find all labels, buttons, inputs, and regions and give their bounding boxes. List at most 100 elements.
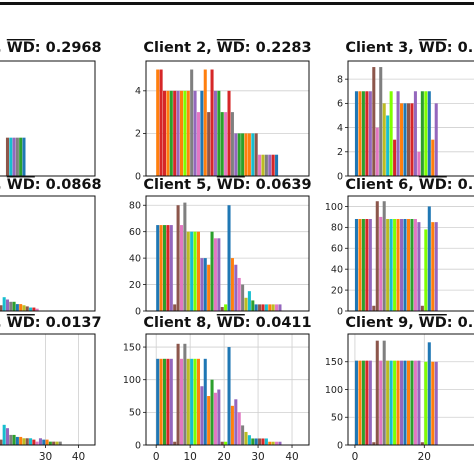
histogram-bar — [382, 340, 386, 445]
title-client-label: Client 7, — [0, 315, 7, 331]
title-client-label: Client 2, — [143, 40, 216, 56]
histogram-bar — [48, 441, 52, 445]
histogram-bar — [176, 90, 180, 176]
histogram-bar — [200, 258, 204, 311]
histogram-bar — [12, 434, 16, 445]
histogram-bar — [413, 91, 417, 176]
histogram-bar — [190, 69, 194, 176]
panel-title: Client 3, WD: 0.2196 — [345, 40, 474, 56]
y-tick-label: 150 — [325, 357, 343, 368]
histogram-bar — [237, 133, 241, 176]
histogram-bar — [427, 342, 431, 445]
histogram-bar — [203, 69, 207, 176]
histogram-bar — [358, 219, 362, 311]
x-tick-label: 20 — [217, 451, 230, 463]
histogram-bar — [9, 137, 13, 176]
histogram-bar — [386, 360, 390, 445]
y-tick-label: 4 — [337, 123, 343, 134]
histogram-bar — [241, 133, 245, 176]
histogram-bar — [220, 307, 224, 311]
histogram-bar — [176, 343, 180, 445]
title-wd-value: : 0.0411 — [245, 315, 312, 331]
histogram-bar — [200, 386, 204, 445]
histogram-bar — [241, 425, 245, 445]
title-wd-symbol: WD — [7, 40, 35, 56]
histogram-bar — [365, 360, 369, 445]
histogram-bar — [396, 219, 400, 311]
histogram-bar — [156, 358, 160, 445]
histogram-bar — [213, 392, 217, 445]
client-panel: Client 1, WD: 0.2968 — [0, 40, 102, 177]
histogram-bar — [410, 360, 414, 445]
y-tick-label: 40 — [331, 264, 343, 275]
histogram-bar — [365, 91, 369, 176]
histogram-bar — [15, 137, 19, 176]
histogram-bar — [237, 277, 241, 311]
histogram-bar — [159, 69, 163, 176]
histogram-bar — [230, 258, 234, 311]
histogram-bar — [9, 301, 13, 311]
histogram-bar — [52, 441, 56, 445]
histogram-bar — [251, 300, 255, 311]
histogram-bar — [413, 360, 417, 445]
title-wd-symbol: WD — [7, 315, 35, 331]
y-tick-label: 60 — [129, 227, 141, 238]
title-wd-symbol: WD — [419, 315, 447, 331]
x-tick-label: 0 — [352, 451, 359, 463]
client-panel: 0 2 4 6 8 Client 3, WD: 0.2196 — [337, 40, 474, 182]
histogram-bar — [424, 229, 428, 311]
histogram-bar — [15, 304, 19, 311]
histogram-bar — [0, 305, 3, 311]
histogram-bar — [389, 91, 393, 176]
histogram-bar — [271, 154, 275, 176]
histogram-bar — [372, 67, 376, 176]
histogram-bar — [9, 434, 13, 445]
histogram-bar — [396, 91, 400, 176]
histogram-bar — [156, 225, 160, 311]
histogram-bar — [258, 154, 262, 176]
histogram-bar — [258, 304, 262, 311]
histogram-bar — [261, 304, 265, 311]
histogram-bar — [354, 219, 358, 311]
y-tick-label: 2 — [337, 147, 343, 158]
histogram-bar — [358, 91, 362, 176]
histogram-bar — [237, 412, 241, 445]
histogram-bar — [217, 389, 221, 445]
histogram-bar — [176, 205, 180, 311]
histogram-bar — [427, 91, 431, 176]
histogram-bar — [25, 306, 29, 311]
histogram-bar — [159, 358, 163, 445]
client-panel: Client 4, WD: 0.0868 — [0, 177, 102, 312]
y-tick-label: 50 — [129, 408, 141, 419]
histogram-bar — [372, 305, 376, 311]
histogram-bar — [379, 216, 383, 311]
histogram-bar — [254, 438, 258, 445]
histogram-bar — [193, 231, 197, 311]
histogram-bar — [207, 396, 211, 445]
histogram-bar — [183, 202, 187, 311]
title-wd-symbol: WD — [217, 40, 245, 56]
title-wd-value: : 0.0868 — [35, 177, 102, 193]
histogram-bar — [45, 439, 49, 445]
histogram-bar — [186, 231, 190, 311]
title-wd-symbol: WD — [419, 40, 447, 56]
y-tick-label: 100 — [325, 202, 343, 213]
histogram-bar — [183, 90, 187, 176]
histogram-bar — [162, 90, 167, 176]
histogram-bar — [403, 103, 407, 176]
histogram-bar — [220, 441, 224, 445]
histogram-bar — [403, 219, 407, 311]
y-tick-label: 6 — [337, 99, 343, 110]
histogram-bar — [166, 90, 170, 176]
histogram-bar — [15, 436, 19, 445]
histogram-bar — [12, 301, 16, 311]
histogram-bar — [55, 441, 59, 445]
title-wd-value: : 0.2196 — [447, 40, 474, 56]
panel-title: Client 8, WD: 0.0411 — [143, 315, 311, 331]
histogram-bar — [393, 360, 397, 445]
histogram-bar — [434, 103, 438, 176]
y-tick-label: 20 — [331, 285, 343, 296]
histogram-bar — [190, 231, 194, 311]
